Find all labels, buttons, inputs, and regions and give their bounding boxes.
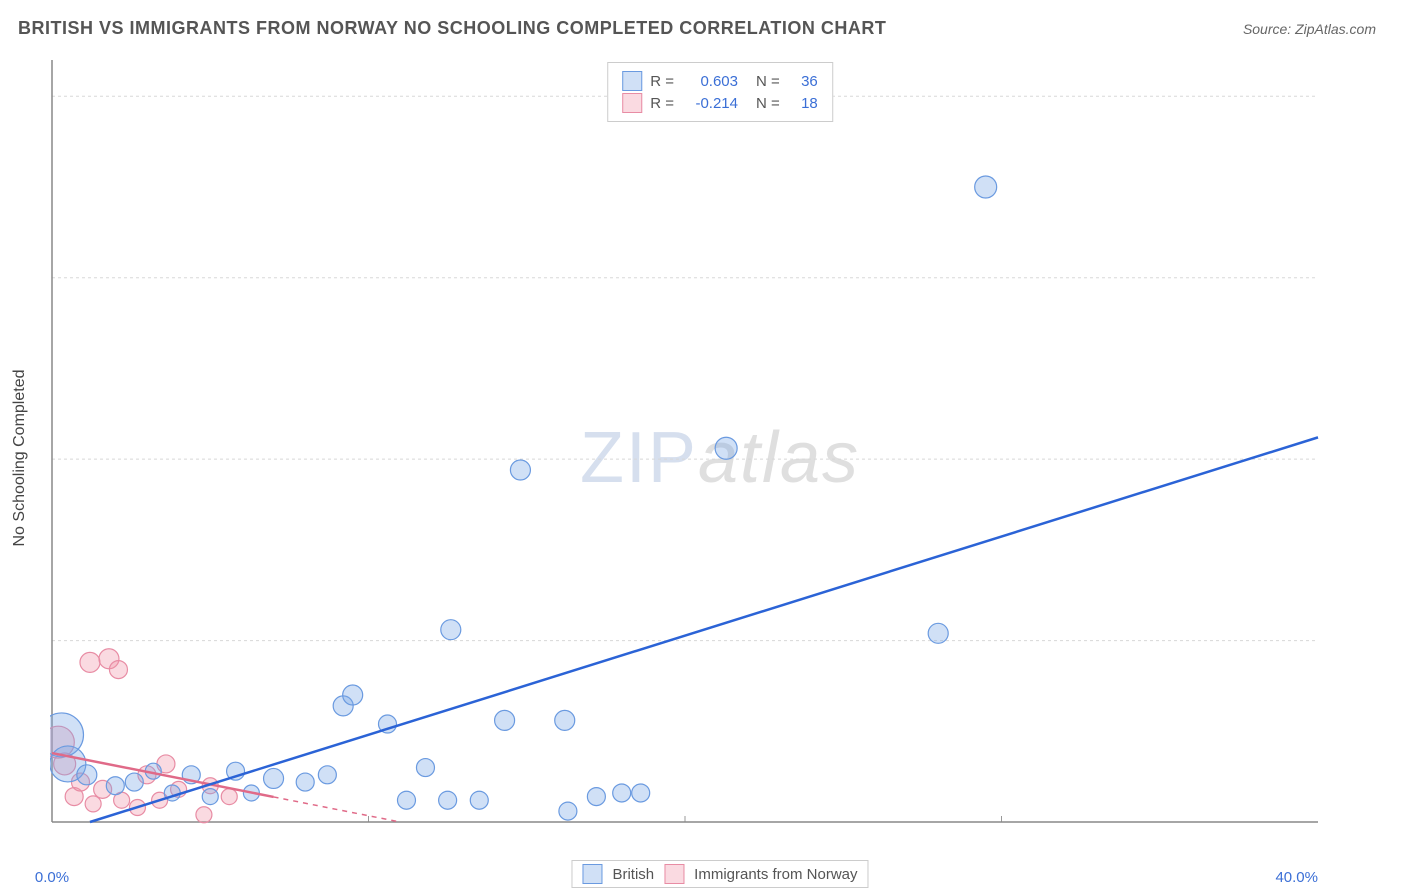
x-tick-label: 40.0%	[1275, 869, 1318, 886]
r-value: -0.214	[682, 95, 738, 112]
header: BRITISH VS IMMIGRANTS FROM NORWAY NO SCH…	[0, 0, 1406, 47]
correlation-legend: R = 0.603 N = 36 R = -0.214 N = 18	[607, 62, 833, 122]
corr-legend-row: R = 0.603 N = 36	[622, 71, 818, 91]
chart-title: BRITISH VS IMMIGRANTS FROM NORWAY NO SCH…	[18, 18, 886, 39]
n-label: N =	[756, 73, 780, 90]
corr-legend-row: R = -0.214 N = 18	[622, 93, 818, 113]
r-value: 0.603	[682, 73, 738, 90]
n-label: N =	[756, 95, 780, 112]
legend-swatch	[622, 93, 642, 113]
series-legend: British Immigrants from Norway	[571, 860, 868, 888]
source-label: Source: ZipAtlas.com	[1243, 21, 1376, 37]
x-tick-label: 0.0%	[35, 869, 69, 886]
legend-swatch	[582, 864, 602, 884]
r-label: R =	[650, 73, 674, 90]
n-value: 18	[788, 95, 818, 112]
y-axis-label: No Schooling Completed	[11, 370, 29, 547]
legend-swatch	[622, 71, 642, 91]
scatter-plot	[50, 58, 1390, 858]
legend-label: British	[612, 866, 654, 883]
chart-area: No Schooling Completed ZIPatlas R =0.603…	[50, 58, 1390, 858]
n-value: 36	[788, 73, 818, 90]
legend-swatch	[664, 864, 684, 884]
r-label: R =	[650, 95, 674, 112]
legend-label: Immigrants from Norway	[694, 866, 857, 883]
